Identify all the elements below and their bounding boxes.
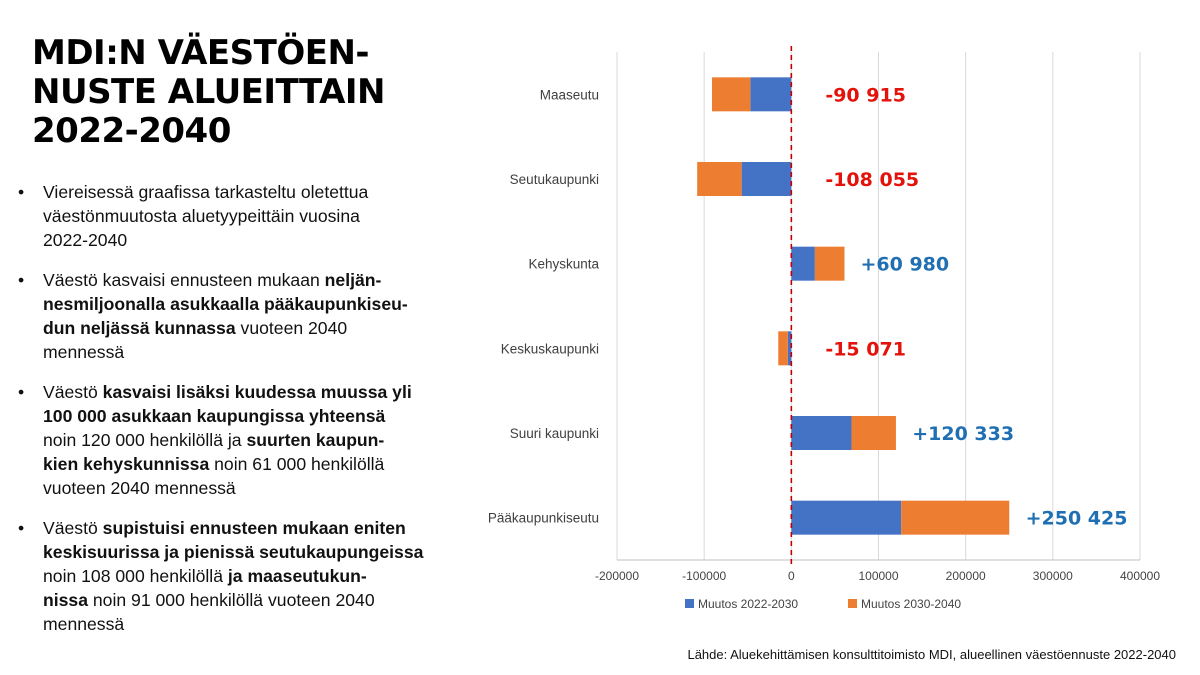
total-data-label: +60 980 xyxy=(860,254,949,276)
bullet-item: • Väestö kasvaisi lisäksi kuudessa muussa… xyxy=(18,380,458,500)
bar-2030-2040 xyxy=(778,331,788,366)
x-tick-label: 200000 xyxy=(946,569,986,583)
bullet-line: Väestö kasvaisi ennusteen mukaan neljän- xyxy=(43,268,458,292)
bullet-text: Väestö xyxy=(43,382,103,402)
bullet-text: Väestö kasvaisi ennusteen mukaan xyxy=(43,270,325,290)
total-data-label: -108 055 xyxy=(825,169,919,191)
bullet-line: Väestö supistuisi ennusteen mukaan enite… xyxy=(43,516,458,540)
title-line: NUSTE ALUEITTAIN xyxy=(32,72,386,112)
x-tick-label: 100000 xyxy=(858,569,898,583)
bullet-line: nissa noin 91 000 henkilöllä vuoteen 204… xyxy=(43,588,458,612)
total-data-label: +250 425 xyxy=(1026,508,1128,530)
bullet-text-bold: nissa xyxy=(43,590,88,610)
bullet-text-bold: keskisuurissa ja pienissä seutukaupungei… xyxy=(43,542,424,562)
total-data-label: -90 915 xyxy=(825,84,906,106)
bullet-item: • Väestö supistuisi ennusteen mukaan enit… xyxy=(18,516,458,636)
bar-2030-2040 xyxy=(901,500,1010,535)
bullet-line: nesmiljoonalla asukkaalla pääkaupunkiseu… xyxy=(43,292,458,316)
bullet-list: • Viereisessä graafissa tarkasteltu olete… xyxy=(18,180,458,652)
bar-2022-2030 xyxy=(791,500,902,535)
bullet-line: Viereisessä graafissa tarkasteltu oletet… xyxy=(43,180,458,204)
bullet-dot-icon: • xyxy=(18,270,25,290)
bar-2030-2040 xyxy=(814,246,845,281)
bullet-text-bold: ja maaseutukun- xyxy=(227,566,367,586)
x-tick-label: -200000 xyxy=(595,569,639,583)
bullet-text: mennessä xyxy=(43,342,125,362)
bar-2022-2030 xyxy=(791,416,852,450)
legend-swatch-icon xyxy=(685,599,694,608)
bullet-text: mennessä xyxy=(43,614,125,634)
bullet-line: mennessä xyxy=(43,340,458,364)
x-tick-label: -100000 xyxy=(682,569,726,583)
category-label: Seutukaupunki xyxy=(510,172,599,187)
population-change-chart: -200000 -100000 0 100000 200000 300000 400000 M… xyxy=(488,46,1160,611)
bullet-text-bold: suurten kaupun- xyxy=(246,430,385,450)
bullet-line: Väestö kasvaisi lisäksi kuudessa muussa … xyxy=(43,380,458,404)
legend-swatch-icon xyxy=(848,599,857,608)
bullet-dot-icon: • xyxy=(18,182,25,202)
bar-2030-2040 xyxy=(851,416,896,450)
bullet-text: Viereisessä graafissa tarkasteltu oletet… xyxy=(43,182,369,202)
bullet-dot-icon: • xyxy=(18,518,25,538)
category-label: Suuri kaupunki xyxy=(510,426,599,441)
bullet-line: mennessä xyxy=(43,612,458,636)
bullet-line: vuoteen 2040 mennessä xyxy=(43,476,458,500)
bullet-line: 2022-2040 xyxy=(43,228,458,252)
bullet-text-bold: nesmiljoonalla asukkaalla pääkaupunkiseu… xyxy=(43,294,408,314)
bullet-text-bold: kien kehyskunnissa xyxy=(43,454,210,474)
total-data-label: +120 333 xyxy=(912,423,1014,445)
bullet-line: keskisuurissa ja pienissä seutukaupungei… xyxy=(43,540,458,564)
category-label: Pääkaupunkiseutu xyxy=(488,511,599,526)
bullet-text: noin 108 000 henkilöllä xyxy=(43,566,228,586)
x-tick-label: 400000 xyxy=(1120,569,1160,583)
total-data-label: -15 071 xyxy=(825,338,906,360)
bar-2022-2030 xyxy=(750,77,792,112)
bullet-text-bold: kasvaisi lisäksi kuudessa muussa yli xyxy=(102,382,412,402)
bullet-text: noin 91 000 henkilöllä vuoteen 2040 xyxy=(88,590,375,610)
bar-2022-2030 xyxy=(791,246,815,281)
bullet-line: kien kehyskunnissa noin 61 000 henkilöll… xyxy=(43,452,458,476)
bullet-line: noin 120 000 henkilöllä ja suurten kaupu… xyxy=(43,428,458,452)
bullet-text: vuoteen 2040 xyxy=(235,318,348,338)
legend-label: Muutos 2030-2040 xyxy=(861,597,961,611)
bullet-text: väestönmuutosta aluetyypeittäin vuosina xyxy=(43,206,360,226)
x-tick-label: 300000 xyxy=(1033,569,1073,583)
bullet-line: väestönmuutosta aluetyypeittäin vuosina xyxy=(43,204,458,228)
bar-2022-2030 xyxy=(787,331,792,366)
bullet-line: noin 108 000 henkilöllä ja maaseutukun- xyxy=(43,564,458,588)
title-line: MDI:N VÄESTÖEN- xyxy=(32,33,370,73)
bullet-text: Väestö xyxy=(43,518,103,538)
slide-title: MDI:N VÄESTÖEN- NUSTE ALUEITTAIN 2022-2040 xyxy=(32,34,452,151)
bullet-text-bold: 100 000 asukkaan kaupungissa yhteensä xyxy=(43,406,386,426)
bullet-item: • Viereisessä graafissa tarkasteltu olete… xyxy=(18,180,458,252)
category-label: Keskuskaupunki xyxy=(501,341,599,356)
x-tick-label: 0 xyxy=(788,569,795,583)
bullet-text: noin 120 000 henkilöllä ja xyxy=(43,430,247,450)
bar-2030-2040 xyxy=(697,162,742,196)
bullet-text: vuoteen 2040 mennessä xyxy=(43,478,236,498)
bullet-item: • Väestö kasvaisi ennusteen mukaan neljän… xyxy=(18,268,458,364)
legend-label: Muutos 2022-2030 xyxy=(698,597,798,611)
bullet-line: dun neljässä kunnassa vuoteen 2040 xyxy=(43,316,458,340)
bullet-text-bold: dun neljässä kunnassa xyxy=(43,318,236,338)
bullet-line: 100 000 asukkaan kaupungissa yhteensä xyxy=(43,404,458,428)
bullet-dot-icon: • xyxy=(18,382,25,402)
bullet-text-bold: neljän- xyxy=(324,270,382,290)
bullet-text: 2022-2040 xyxy=(43,230,128,250)
bar-2022-2030 xyxy=(741,162,792,196)
source-note: Lähde: Aluekehittämisen konsulttitoimist… xyxy=(687,647,1176,662)
category-label: Maaseutu xyxy=(540,87,599,102)
category-label: Kehyskunta xyxy=(528,257,599,272)
bar-2030-2040 xyxy=(712,77,751,112)
title-line: 2022-2040 xyxy=(32,111,231,151)
bullet-text-bold: supistuisi ennusteen mukaan eniten xyxy=(102,518,406,538)
bullet-text: noin 61 000 henkilöllä xyxy=(209,454,385,474)
